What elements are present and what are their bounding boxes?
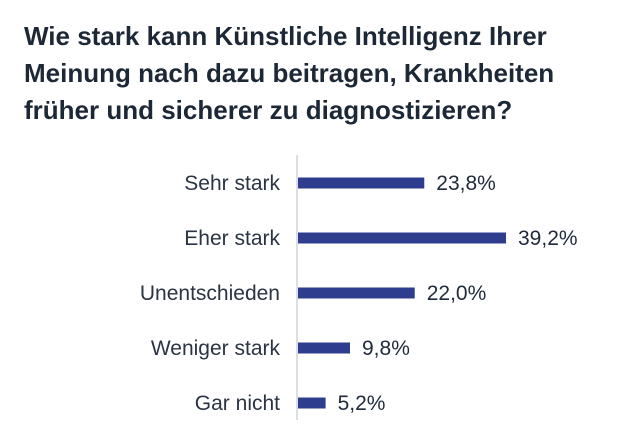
bar bbox=[298, 232, 506, 244]
bar bbox=[298, 342, 350, 354]
chart-title: Wie stark kann Künstliche Intelligenz Ih… bbox=[24, 21, 555, 125]
value-label: 22,0% bbox=[427, 282, 487, 305]
category-label: Weniger stark bbox=[151, 337, 281, 360]
category-label: Sehr stark bbox=[184, 172, 280, 195]
category-label: Eher stark bbox=[184, 227, 280, 250]
bar bbox=[298, 397, 326, 409]
category-label: Gar nicht bbox=[195, 392, 280, 415]
bar bbox=[298, 287, 415, 299]
category-label: Unentschieden bbox=[140, 282, 280, 305]
value-label: 39,2% bbox=[518, 227, 578, 250]
value-label: 9,8% bbox=[362, 337, 410, 360]
bar bbox=[298, 177, 425, 189]
value-label: 23,8% bbox=[436, 172, 496, 195]
value-label: 5,2% bbox=[338, 392, 386, 415]
